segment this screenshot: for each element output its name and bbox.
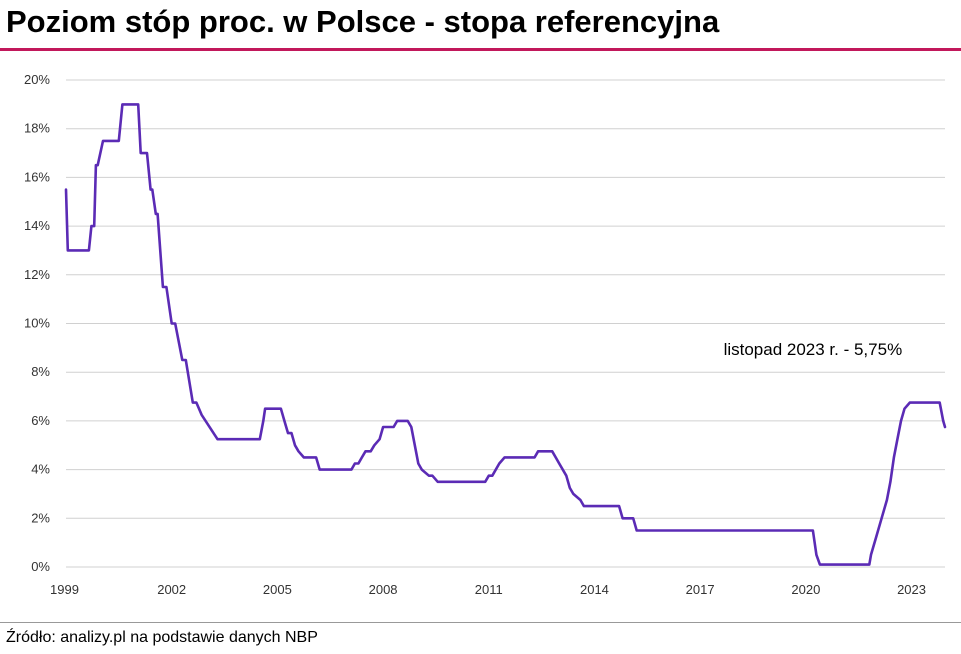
- y-tick-label: 12%: [24, 267, 50, 282]
- x-tick-label: 2023: [897, 582, 926, 597]
- x-tick-label: 2011: [475, 582, 503, 597]
- x-axis-ticks: 1999 2002 2005 2008 2011 2014 2017 2020 2023: [50, 582, 926, 597]
- y-tick-label: 14%: [24, 218, 50, 233]
- annotation-label: listopad 2023 r. - 5,75%: [724, 340, 903, 359]
- y-axis-ticks: 0% 2% 4% 6% 8% 10% 12% 14% 16% 18% 20%: [24, 72, 50, 574]
- x-tick-label: 2017: [686, 582, 715, 597]
- x-tick-label: 2020: [791, 582, 820, 597]
- x-tick-label: 1999: [50, 582, 79, 597]
- chart-title: Poziom stóp proc. w Polsce - stopa refer…: [6, 4, 720, 39]
- annotations: listopad 2023 r. - 5,75%: [724, 340, 903, 359]
- y-tick-label: 16%: [24, 169, 50, 184]
- gridlines: [66, 79, 945, 568]
- title-underline: [0, 48, 961, 51]
- x-tick-label: 2005: [263, 582, 292, 597]
- y-tick-label: 4%: [31, 462, 50, 477]
- y-tick-label: 8%: [31, 364, 50, 379]
- series-line-0: [64, 103, 947, 566]
- y-tick-label: 20%: [24, 72, 50, 87]
- source-note: Źródło: analizy.pl na podstawie danych N…: [6, 629, 318, 646]
- source-divider: [0, 622, 961, 623]
- x-tick-label: 2008: [369, 582, 398, 597]
- y-tick-label: 2%: [31, 510, 50, 525]
- y-tick-label: 6%: [31, 413, 50, 428]
- series-group: [64, 103, 947, 566]
- y-tick-label: 0%: [31, 559, 50, 574]
- y-tick-label: 18%: [24, 121, 50, 136]
- x-tick-label: 2014: [580, 582, 609, 597]
- x-tick-label: 2002: [157, 582, 186, 597]
- y-tick-label: 10%: [24, 316, 50, 331]
